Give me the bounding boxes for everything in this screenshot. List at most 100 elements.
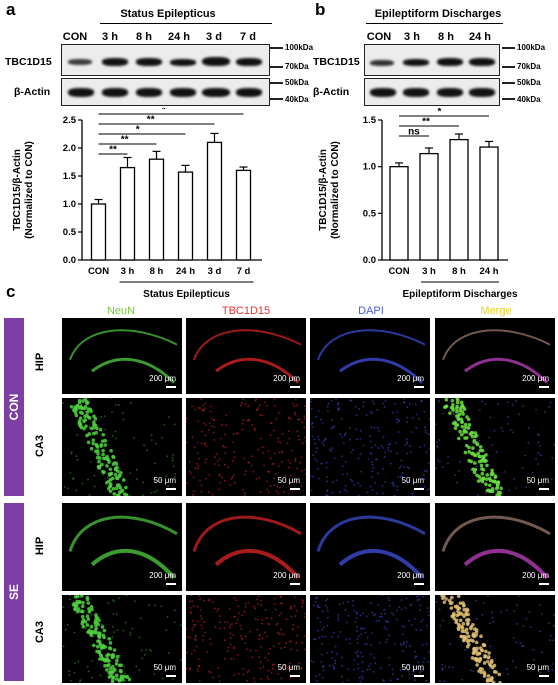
- cell-dot: [447, 455, 449, 458]
- cell-dot: [390, 450, 392, 453]
- cell-dot: [68, 595, 71, 597]
- cell-dot: [172, 453, 174, 456]
- cell-dot: [326, 489, 329, 492]
- cell-dot: [114, 677, 119, 681]
- cell-dot: [120, 488, 125, 493]
- cell-dot: [211, 493, 214, 496]
- channel-header-tbc1d15: TBC1D15: [221, 305, 271, 317]
- cell-dot: [361, 670, 364, 673]
- cell-dot: [227, 621, 229, 624]
- cell-dot: [474, 633, 478, 637]
- scale-bar: [166, 583, 176, 585]
- cell-dot: [153, 478, 156, 481]
- cell-dot: [399, 475, 402, 478]
- cell-dot: [277, 440, 280, 443]
- cell-dot: [493, 475, 498, 479]
- cell-dot: [244, 642, 247, 645]
- cell-dot: [482, 661, 487, 665]
- cell-dot: [450, 614, 455, 619]
- cell-dot: [458, 470, 460, 473]
- y-tick-label: 2.5: [63, 115, 77, 126]
- cell-dot: [359, 484, 362, 487]
- cell-dot: [515, 399, 517, 402]
- cell-dot: [365, 414, 368, 417]
- cell-dot: [135, 665, 138, 668]
- cell-dot: [382, 447, 384, 449]
- cell-dot: [549, 635, 552, 637]
- cell-dot: [148, 604, 151, 607]
- cell-dot: [511, 660, 514, 663]
- cell-dot: [395, 618, 398, 621]
- cell-dot: [409, 445, 411, 448]
- group-bar-se: SE: [4, 503, 24, 681]
- cell-dot: [204, 407, 207, 410]
- cell-dot: [180, 659, 182, 661]
- bar: [119, 166, 136, 261]
- condition-label: CON: [366, 31, 392, 43]
- cell-dot: [519, 642, 522, 645]
- cell-dot: [451, 402, 455, 407]
- cell-dot: [78, 423, 83, 428]
- mw-marker: 100kDa: [285, 43, 314, 52]
- cell-dot: [291, 449, 294, 452]
- cell-dot: [257, 595, 260, 598]
- cell-dot: [208, 473, 211, 476]
- cell-dot: [348, 426, 351, 429]
- cell-dot: [247, 601, 250, 604]
- cell-dot: [278, 632, 281, 635]
- cell-dot: [277, 492, 280, 495]
- cell-dot: [279, 596, 282, 598]
- cell-dot: [122, 629, 125, 632]
- cell-dot: [266, 405, 268, 407]
- cell-dot: [64, 628, 67, 631]
- x-axis-label: Epileptiform Discharges: [402, 289, 517, 300]
- cell-dot: [223, 657, 226, 660]
- cell-dot: [341, 473, 344, 476]
- cell-dot: [548, 406, 551, 408]
- cell-dot: [233, 674, 236, 677]
- cell-dot: [278, 451, 281, 454]
- cell-dot: [155, 442, 157, 445]
- cell-dot: [487, 595, 489, 597]
- cell-dot: [115, 613, 118, 616]
- cell-dot: [293, 480, 296, 483]
- panel-letter-b: b: [315, 0, 326, 19]
- cell-dot: [111, 636, 114, 639]
- cell-dot: [72, 478, 74, 480]
- cell-dot: [439, 679, 441, 682]
- cell-dot: [293, 605, 296, 607]
- cell-dot: [84, 410, 87, 413]
- micrograph-hip-merge: 200 μm: [435, 318, 555, 394]
- cell-dot: [492, 479, 497, 483]
- cell-dot: [223, 479, 226, 482]
- cell-dot: [482, 655, 485, 657]
- cell-dot: [91, 660, 94, 662]
- cell-dot: [459, 417, 463, 421]
- cell-dot: [353, 484, 356, 486]
- cell-dot: [220, 476, 223, 479]
- cell-dot: [373, 614, 375, 617]
- cell-dot: [316, 435, 319, 438]
- cell-dot: [276, 486, 279, 488]
- cell-dot: [111, 625, 114, 628]
- cell-dot: [388, 656, 390, 659]
- cell-dot: [281, 461, 283, 463]
- cell-dot: [166, 615, 169, 618]
- cell-dot: [331, 650, 334, 653]
- cell-dot: [293, 411, 296, 414]
- cell-dot: [472, 627, 477, 631]
- cell-dot: [200, 490, 203, 493]
- cell-dot: [359, 614, 362, 617]
- cell-dot: [190, 472, 192, 475]
- cell-dot: [396, 488, 399, 491]
- cell-dot: [292, 623, 295, 626]
- cell-dot: [478, 646, 483, 650]
- cell-dot: [487, 476, 492, 481]
- cell-dot: [521, 645, 524, 648]
- cell-dot: [203, 621, 205, 624]
- cell-dot: [379, 667, 382, 670]
- cell-dot: [208, 429, 210, 432]
- cell-dot: [123, 665, 126, 668]
- cell-dot: [401, 625, 404, 627]
- cell-dot: [196, 441, 199, 444]
